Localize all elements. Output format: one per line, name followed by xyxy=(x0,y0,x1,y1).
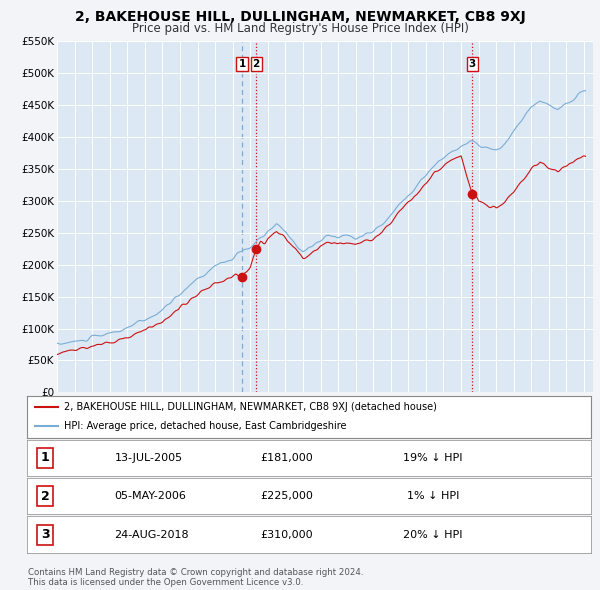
Text: £225,000: £225,000 xyxy=(260,491,313,501)
Text: 3: 3 xyxy=(469,58,476,68)
Text: Price paid vs. HM Land Registry's House Price Index (HPI): Price paid vs. HM Land Registry's House … xyxy=(131,22,469,35)
Text: 1: 1 xyxy=(41,451,49,464)
Text: 19% ↓ HPI: 19% ↓ HPI xyxy=(403,453,463,463)
Text: 2: 2 xyxy=(253,58,260,68)
Text: 1% ↓ HPI: 1% ↓ HPI xyxy=(407,491,459,501)
Text: HPI: Average price, detached house, East Cambridgeshire: HPI: Average price, detached house, East… xyxy=(64,421,346,431)
Text: 2: 2 xyxy=(41,490,49,503)
Text: £310,000: £310,000 xyxy=(260,530,313,539)
Text: 05-MAY-2006: 05-MAY-2006 xyxy=(115,491,186,501)
Text: 3: 3 xyxy=(41,528,49,541)
Text: Contains HM Land Registry data © Crown copyright and database right 2024.
This d: Contains HM Land Registry data © Crown c… xyxy=(28,568,364,587)
Text: 1: 1 xyxy=(238,58,246,68)
Text: 2, BAKEHOUSE HILL, DULLINGHAM, NEWMARKET, CB8 9XJ (detached house): 2, BAKEHOUSE HILL, DULLINGHAM, NEWMARKET… xyxy=(64,402,437,412)
Text: 2, BAKEHOUSE HILL, DULLINGHAM, NEWMARKET, CB8 9XJ: 2, BAKEHOUSE HILL, DULLINGHAM, NEWMARKET… xyxy=(74,10,526,24)
Text: £181,000: £181,000 xyxy=(260,453,313,463)
Text: 20% ↓ HPI: 20% ↓ HPI xyxy=(403,530,463,539)
Text: 13-JUL-2005: 13-JUL-2005 xyxy=(115,453,182,463)
Text: 24-AUG-2018: 24-AUG-2018 xyxy=(115,530,189,539)
